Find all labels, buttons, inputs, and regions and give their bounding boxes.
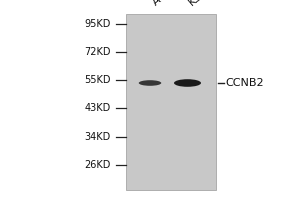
Text: 55KD: 55KD <box>85 75 111 85</box>
Text: K562: K562 <box>187 0 215 8</box>
Text: 26KD: 26KD <box>85 160 111 170</box>
Text: 95KD: 95KD <box>85 19 111 29</box>
Text: 34KD: 34KD <box>85 132 111 142</box>
Text: A431: A431 <box>151 0 179 8</box>
Text: 72KD: 72KD <box>85 47 111 57</box>
Ellipse shape <box>174 79 201 87</box>
Ellipse shape <box>139 80 161 86</box>
Text: 43KD: 43KD <box>85 103 111 113</box>
Text: CCNB2: CCNB2 <box>225 78 264 88</box>
Bar <box>126 14 216 190</box>
